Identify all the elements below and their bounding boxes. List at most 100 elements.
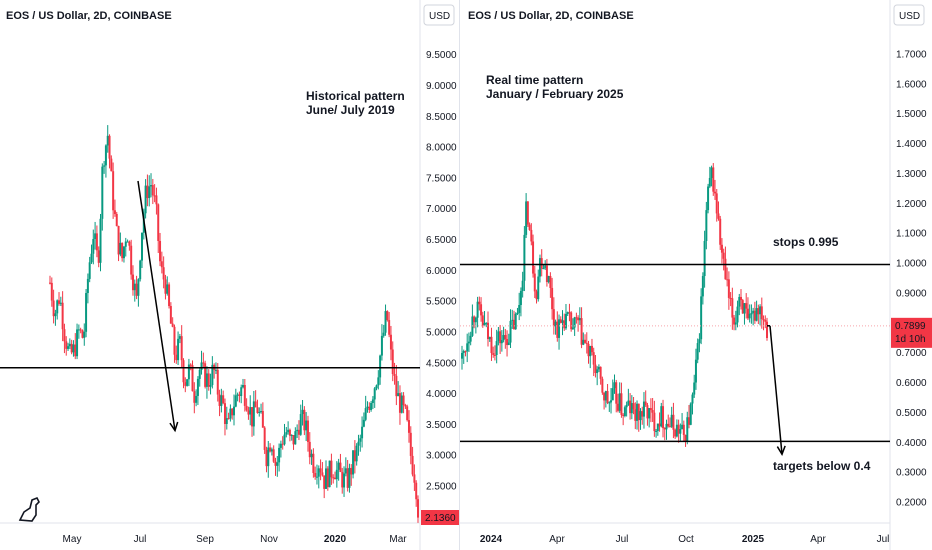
- candle-body: [620, 393, 623, 415]
- candle-body: [530, 229, 533, 242]
- y-tick-label: 9.5000: [426, 50, 457, 61]
- candle-body: [469, 335, 472, 342]
- candle-body: [162, 267, 165, 280]
- candle-body: [464, 351, 467, 353]
- candle-body: [50, 282, 53, 301]
- candle-body: [384, 311, 387, 333]
- right-chart[interactable]: EOS / US Dollar, 2D, COINBASE USD 0.2000 0.…: [460, 0, 932, 550]
- left-chart[interactable]: EOS / US Dollar, 2D, COINBASE USD 2.5000 3.…: [0, 0, 459, 550]
- candle-body: [625, 404, 628, 408]
- x-tick-label: Apr: [549, 534, 565, 545]
- candle-body: [344, 468, 347, 474]
- y-tick-label: 5.0000: [426, 327, 457, 338]
- candle-body: [684, 434, 687, 442]
- candle-body: [601, 378, 604, 393]
- candle-body: [205, 373, 208, 387]
- candle-body: [519, 290, 522, 306]
- candle-body: [731, 298, 734, 318]
- candle-body: [658, 423, 661, 427]
- candle-body: [359, 438, 362, 442]
- candle-body: [660, 406, 663, 427]
- candle-body: [622, 414, 625, 416]
- candle-body: [65, 341, 68, 349]
- candle-body: [214, 369, 217, 371]
- candle-body: [122, 246, 125, 259]
- candle-body: [655, 431, 658, 433]
- candle-body: [178, 336, 181, 339]
- candle-body: [705, 210, 708, 241]
- candle-body: [693, 382, 696, 395]
- chart-title: EOS / US Dollar, 2D, COINBASE: [6, 10, 172, 22]
- candle-body: [549, 276, 552, 288]
- currency-button: [423, 4, 455, 26]
- candle-body: [733, 317, 736, 325]
- candle-body: [606, 391, 609, 403]
- candle-body: [256, 407, 259, 413]
- candle-body: [717, 213, 720, 219]
- x-tick-label: 2025: [742, 534, 765, 545]
- candle-body: [670, 414, 673, 427]
- candle-body: [265, 449, 268, 467]
- candle-body: [288, 429, 291, 436]
- candle-body: [476, 301, 479, 318]
- candle-body: [492, 353, 495, 355]
- y-tick-label: 1.3000: [896, 169, 927, 180]
- candle-body: [400, 395, 403, 413]
- right-chart-panel[interactable]: EOS / US Dollar, 2D, COINBASE USD 0.2000 0.…: [459, 0, 932, 550]
- candle-body: [672, 414, 675, 430]
- x-tick-label: Jul: [616, 534, 629, 545]
- y-tick-label: 5.5000: [426, 297, 457, 308]
- candle-body: [473, 316, 476, 323]
- candle-body: [292, 435, 295, 445]
- candle-body: [736, 306, 739, 323]
- candle-body: [321, 472, 324, 476]
- y-tick-label: 7.0000: [426, 204, 457, 215]
- candle-body: [686, 417, 689, 442]
- x-tick-label: Sep: [196, 534, 214, 545]
- candle-body: [148, 186, 151, 199]
- candle-body: [603, 392, 606, 401]
- candle-body: [644, 401, 647, 406]
- candle-body: [755, 308, 758, 321]
- candle-body: [674, 429, 677, 437]
- candle-body: [618, 393, 621, 411]
- candle-body: [247, 410, 250, 415]
- left-chart-panel[interactable]: EOS / US Dollar, 2D, COINBASE USD 2.5000 3.…: [0, 0, 459, 550]
- y-tick-label: 0.2000: [896, 498, 927, 509]
- candle-body: [306, 420, 309, 442]
- candle-body: [571, 327, 574, 330]
- candle-body: [594, 364, 597, 374]
- candle-body: [516, 312, 519, 314]
- candle-body: [131, 274, 134, 291]
- candle-body: [590, 345, 593, 353]
- candle-body: [207, 373, 210, 387]
- candle-body: [486, 322, 489, 340]
- candle-body: [561, 320, 564, 323]
- candle-body: [155, 195, 158, 205]
- candle-body: [379, 355, 382, 378]
- candle-body: [577, 317, 580, 321]
- candle-body: [243, 384, 246, 406]
- candle-body: [362, 419, 365, 427]
- candle-body: [402, 395, 405, 406]
- candle-body: [67, 346, 70, 349]
- candle-body: [150, 185, 153, 187]
- candle-body: [566, 312, 569, 315]
- y-tick-label: 1.5000: [896, 109, 927, 120]
- candle-body: [285, 432, 288, 435]
- candle-body: [551, 287, 554, 310]
- candle-body: [483, 323, 486, 326]
- candle-body: [112, 171, 115, 211]
- candle-body: [106, 135, 109, 146]
- candle-body: [177, 338, 180, 361]
- candle-body: [544, 265, 547, 269]
- annotation-text: Historical pattern: [306, 89, 405, 103]
- candle-body: [375, 385, 378, 389]
- candle-body: [752, 310, 755, 314]
- candle-body: [729, 297, 732, 299]
- candle-body: [701, 276, 704, 297]
- annotation-text: Real time pattern: [486, 73, 583, 87]
- candle-body: [488, 336, 491, 340]
- candle-body: [750, 313, 753, 315]
- targets-label: targets below 0.4: [773, 459, 871, 473]
